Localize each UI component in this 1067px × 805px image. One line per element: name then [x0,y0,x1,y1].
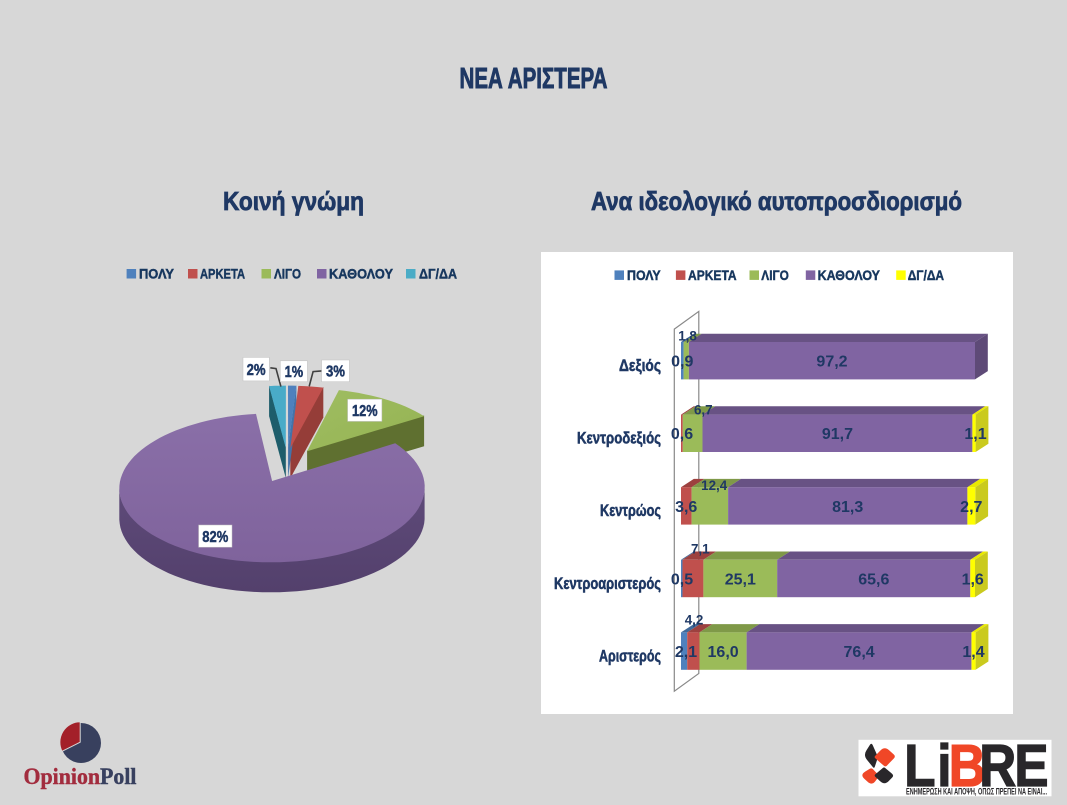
svg-text:7,1: 7,1 [691,541,710,556]
svg-text:Αριστερός: Αριστερός [599,646,661,665]
svg-text:ΑΡΚΕΤΑ: ΑΡΚΕΤΑ [688,267,737,283]
svg-text:0,6: 0,6 [671,426,693,443]
svg-text:2,7: 2,7 [960,499,982,516]
svg-text:12,4: 12,4 [701,478,728,493]
svg-text:3%: 3% [326,364,345,381]
svg-text:12%: 12% [352,403,378,420]
svg-text:Κεντρώος: Κεντρώος [600,501,661,520]
svg-text:Κεντροδεξιός: Κεντροδεξιός [577,429,661,448]
svg-text:25,1: 25,1 [725,571,756,588]
svg-text:1,6: 1,6 [962,571,984,588]
svg-text:2,1: 2,1 [675,644,697,661]
svg-text:1,1: 1,1 [964,426,986,443]
svg-text:ΔΓ/ΔΑ: ΔΓ/ΔΑ [419,266,457,282]
svg-text:ΕΝΗΜΕΡΩΣΗ ΚΑΙ ΑΠΟΨΗ, ΟΠΩΣ ΠΡΕΠ: ΕΝΗΜΕΡΩΣΗ ΚΑΙ ΑΠΟΨΗ, ΟΠΩΣ ΠΡΕΠΕΙ ΝΑ ΕΙΝΑ… [906,786,1047,796]
svg-text:R: R [979,732,1016,798]
svg-text:16,0: 16,0 [708,644,739,661]
svg-text:97,2: 97,2 [816,354,847,371]
svg-text:OpinionPoll: OpinionPoll [24,764,137,789]
svg-text:ΑΡΚΕΤΑ: ΑΡΚΕΤΑ [200,266,245,282]
svg-text:6,7: 6,7 [694,402,713,417]
svg-text:Δεξιός: Δεξιός [619,356,661,375]
svg-text:Κεντροαριστερός: Κεντροαριστερός [554,574,661,593]
svg-text:81,3: 81,3 [832,499,863,516]
svg-text:1%: 1% [285,364,304,381]
svg-text:82%: 82% [202,529,228,546]
svg-text:ΚΑΘΟΛΟΥ: ΚΑΘΟΛΟΥ [818,267,881,283]
svg-text:65,6: 65,6 [858,571,889,588]
svg-text:i: i [937,732,951,798]
svg-text:0,9: 0,9 [671,354,693,371]
svg-text:ΝΕΑ ΑΡΙΣΤΕΡΑ: ΝΕΑ ΑΡΙΣΤΕΡΑ [460,63,608,95]
svg-text:4,2: 4,2 [685,613,704,628]
svg-text:L: L [904,732,935,798]
svg-text:0,5: 0,5 [671,571,693,588]
svg-text:ΚΑΘΟΛΟΥ: ΚΑΘΟΛΟΥ [329,266,394,282]
svg-text:Ανα ιδεολογικό αυτοπροσδιορισμ: Ανα ιδεολογικό αυτοπροσδιορισμό [591,186,962,216]
svg-text:Κοινή γνώμη: Κοινή γνώμη [223,186,364,216]
svg-text:76,4: 76,4 [844,644,875,661]
svg-text:1,4: 1,4 [962,644,984,661]
svg-text:ΠΟΛΥ: ΠΟΛΥ [139,266,175,282]
svg-text:ΔΓ/ΔΑ: ΔΓ/ΔΑ [908,267,944,283]
svg-text:E: E [1014,732,1048,798]
svg-text:1,8: 1,8 [678,329,697,344]
svg-text:2%: 2% [247,362,266,379]
svg-text:ΛΙΓΟ: ΛΙΓΟ [274,266,301,282]
svg-text:3,6: 3,6 [675,499,697,516]
svg-text:91,7: 91,7 [822,426,853,443]
svg-text:ΠΟΛΥ: ΠΟΛΥ [627,267,661,283]
svg-text:B: B [949,732,986,798]
svg-text:ΛΙΓΟ: ΛΙΓΟ [761,267,789,283]
